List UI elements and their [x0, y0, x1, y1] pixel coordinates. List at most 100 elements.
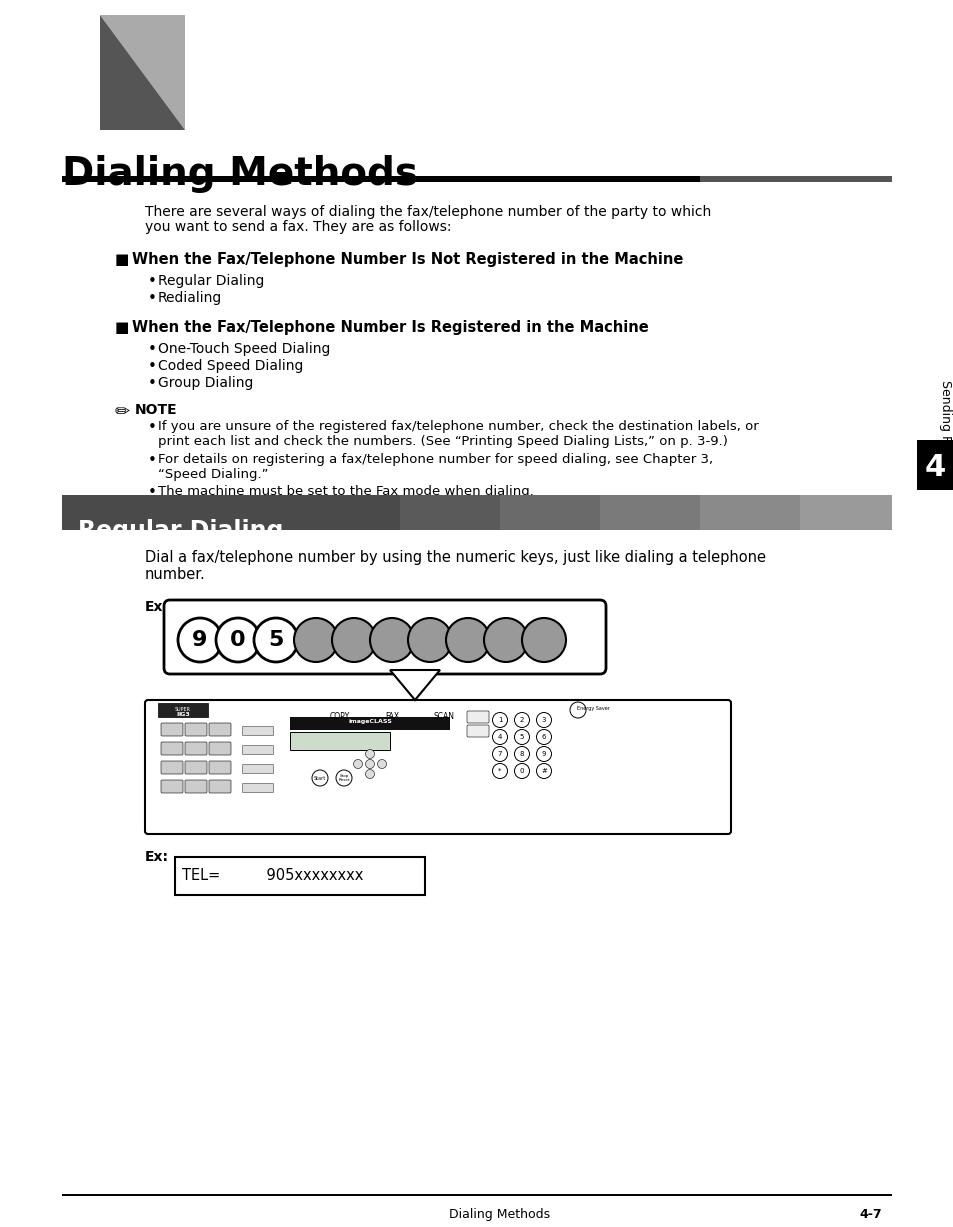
Text: 7: 7 — [497, 751, 501, 757]
Text: 0: 0 — [230, 629, 246, 650]
FancyBboxPatch shape — [185, 742, 207, 755]
Text: 9: 9 — [193, 629, 208, 650]
Text: print each list and check the numbers. (See “Printing Speed Dialing Lists,” on p: print each list and check the numbers. (… — [158, 436, 727, 448]
Text: 5: 5 — [519, 734, 523, 740]
Circle shape — [312, 771, 328, 787]
Text: •: • — [148, 453, 156, 467]
FancyBboxPatch shape — [242, 764, 274, 773]
Text: 8: 8 — [519, 751, 524, 757]
Text: 9: 9 — [541, 751, 546, 757]
Circle shape — [365, 769, 375, 778]
FancyBboxPatch shape — [209, 723, 231, 736]
Circle shape — [569, 702, 585, 718]
Text: •: • — [148, 274, 156, 290]
FancyBboxPatch shape — [467, 725, 489, 737]
FancyBboxPatch shape — [164, 600, 605, 674]
Text: COPY: COPY — [330, 712, 350, 721]
FancyBboxPatch shape — [161, 742, 183, 755]
Circle shape — [408, 618, 452, 663]
Text: •: • — [148, 360, 156, 374]
Text: One-Touch Speed Dialing: One-Touch Speed Dialing — [158, 342, 330, 356]
Circle shape — [332, 618, 375, 663]
Text: Dialing Methods: Dialing Methods — [62, 155, 417, 193]
Circle shape — [492, 763, 507, 778]
Circle shape — [536, 746, 551, 762]
Text: •: • — [148, 375, 156, 391]
Polygon shape — [100, 15, 185, 130]
Circle shape — [377, 760, 386, 768]
Text: Regular Dialing: Regular Dialing — [158, 274, 264, 288]
Text: Ex:: Ex: — [145, 850, 169, 864]
Bar — [174, 856, 424, 894]
Polygon shape — [390, 670, 439, 699]
Text: •: • — [148, 342, 156, 357]
FancyBboxPatch shape — [185, 780, 207, 793]
Circle shape — [446, 618, 490, 663]
Text: *: * — [497, 768, 501, 774]
Text: “Speed Dialing.”: “Speed Dialing.” — [158, 467, 268, 481]
Text: #: # — [540, 768, 546, 774]
Circle shape — [354, 760, 362, 768]
Text: SCAN: SCAN — [433, 712, 454, 721]
Circle shape — [536, 713, 551, 728]
Text: •: • — [148, 485, 156, 499]
Text: SUPER: SUPER — [174, 707, 191, 712]
Text: 1: 1 — [497, 717, 501, 723]
Text: ■: ■ — [115, 320, 130, 335]
Text: ⅡG3: ⅡG3 — [176, 712, 190, 717]
Bar — [599, 494, 700, 530]
Bar — [62, 1194, 891, 1196]
Circle shape — [365, 750, 375, 758]
Text: •: • — [148, 291, 156, 306]
Bar — [290, 733, 390, 750]
Circle shape — [335, 771, 352, 787]
Text: Start: Start — [314, 775, 326, 780]
Bar — [399, 494, 499, 530]
Text: For details on registering a fax/telephone number for speed dialing, see Chapter: For details on registering a fax/telepho… — [158, 453, 713, 466]
Circle shape — [178, 618, 222, 663]
Text: 5: 5 — [268, 629, 283, 650]
Bar — [62, 175, 891, 182]
Text: NOTE: NOTE — [135, 402, 177, 417]
FancyBboxPatch shape — [161, 780, 183, 793]
Circle shape — [483, 618, 527, 663]
Circle shape — [492, 730, 507, 745]
Text: •: • — [148, 420, 156, 436]
FancyBboxPatch shape — [209, 761, 231, 774]
Text: Redialing: Redialing — [158, 291, 222, 306]
Text: The machine must be set to the Fax mode when dialing.: The machine must be set to the Fax mode … — [158, 485, 534, 498]
Text: Stop
Reset: Stop Reset — [338, 774, 350, 783]
Text: When the Fax/Telephone Number Is Registered in the Machine: When the Fax/Telephone Number Is Registe… — [132, 320, 648, 335]
Text: ✏: ✏ — [115, 402, 130, 421]
Text: 4-7: 4-7 — [859, 1209, 882, 1221]
Text: FAX: FAX — [384, 712, 398, 721]
Text: When the Fax/Telephone Number Is Not Registered in the Machine: When the Fax/Telephone Number Is Not Reg… — [132, 252, 682, 267]
FancyBboxPatch shape — [467, 710, 489, 723]
Circle shape — [492, 713, 507, 728]
Text: 0: 0 — [519, 768, 524, 774]
Circle shape — [294, 618, 337, 663]
FancyBboxPatch shape — [185, 761, 207, 774]
Circle shape — [514, 763, 529, 778]
Text: you want to send a fax. They are as follows:: you want to send a fax. They are as foll… — [145, 220, 451, 234]
Text: Dial a fax/telephone number by using the numeric keys, just like dialing a telep: Dial a fax/telephone number by using the… — [145, 550, 765, 564]
Text: Sending Faxes: Sending Faxes — [939, 380, 951, 470]
FancyBboxPatch shape — [209, 780, 231, 793]
Circle shape — [370, 618, 414, 663]
Text: Dialing Methods: Dialing Methods — [449, 1209, 550, 1221]
FancyBboxPatch shape — [242, 784, 274, 793]
Text: If you are unsure of the registered fax/telephone number, check the destination : If you are unsure of the registered fax/… — [158, 420, 758, 433]
Circle shape — [514, 746, 529, 762]
Circle shape — [253, 618, 297, 663]
Circle shape — [521, 618, 565, 663]
Circle shape — [514, 713, 529, 728]
Text: Group Dialing: Group Dialing — [158, 375, 253, 390]
Circle shape — [492, 746, 507, 762]
Circle shape — [514, 730, 529, 745]
Text: ■: ■ — [115, 252, 130, 267]
Text: Ex:: Ex: — [145, 600, 169, 614]
Bar — [700, 175, 891, 182]
Text: 3: 3 — [541, 717, 546, 723]
Text: Regular Dialing: Regular Dialing — [78, 519, 283, 544]
FancyBboxPatch shape — [185, 723, 207, 736]
